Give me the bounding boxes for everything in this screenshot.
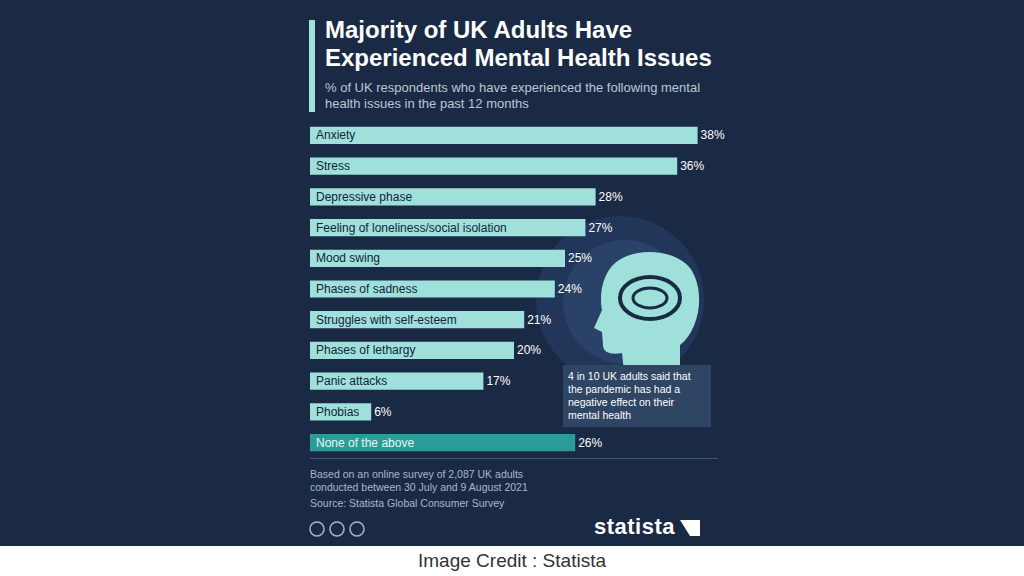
svg-text:Phases of lethargy: Phases of lethargy bbox=[316, 343, 415, 357]
html-text:statista: statista bbox=[594, 514, 675, 539]
svg-text:17%: 17% bbox=[486, 374, 510, 388]
svg-text:Phobias: Phobias bbox=[316, 405, 359, 419]
svg-text:Panic attacks: Panic attacks bbox=[316, 374, 387, 388]
svg-text:36%: 36% bbox=[680, 159, 704, 173]
svg-text:Anxiety: Anxiety bbox=[316, 128, 355, 142]
svg-text:6%: 6% bbox=[374, 405, 392, 419]
svg-text:None of the above: None of the above bbox=[316, 436, 414, 450]
svg-text:26%: 26% bbox=[578, 436, 602, 450]
svg-text:Struggles with self-esteem: Struggles with self-esteem bbox=[316, 313, 457, 327]
svg-text:20%: 20% bbox=[517, 343, 541, 357]
svg-text:Mood swing: Mood swing bbox=[316, 251, 380, 265]
svg-text:21%: 21% bbox=[527, 313, 551, 327]
svg-text:Feeling of loneliness/social i: Feeling of loneliness/social isolation bbox=[316, 221, 507, 235]
svg-text:24%: 24% bbox=[558, 282, 582, 296]
svg-text:Stress: Stress bbox=[316, 159, 350, 173]
html-text:% of UK respondents who have e: % of UK respondents who have experienced… bbox=[325, 80, 701, 111]
html-text:Image Credit : Statista: Image Credit : Statista bbox=[418, 550, 606, 571]
svg-text:28%: 28% bbox=[599, 190, 623, 204]
html-text:4 in 10 UK adults said that th: 4 in 10 UK adults said that the pandemic… bbox=[568, 370, 691, 421]
html-text:Based on an online survey of 2: Based on an online survey of 2,087 UK ad… bbox=[310, 468, 528, 493]
svg-text:27%: 27% bbox=[588, 221, 612, 235]
svg-text:Depressive phase: Depressive phase bbox=[316, 190, 412, 204]
html-text:Majority of UK Adults Have Exp: Majority of UK Adults Have Experienced M… bbox=[325, 16, 712, 71]
html-text:Source: Statista Global Consum: Source: Statista Global Consumer Survey bbox=[310, 497, 505, 509]
svg-text:Phases of sadness: Phases of sadness bbox=[316, 282, 417, 296]
svg-text:25%: 25% bbox=[568, 251, 592, 265]
svg-text:38%: 38% bbox=[701, 128, 725, 142]
